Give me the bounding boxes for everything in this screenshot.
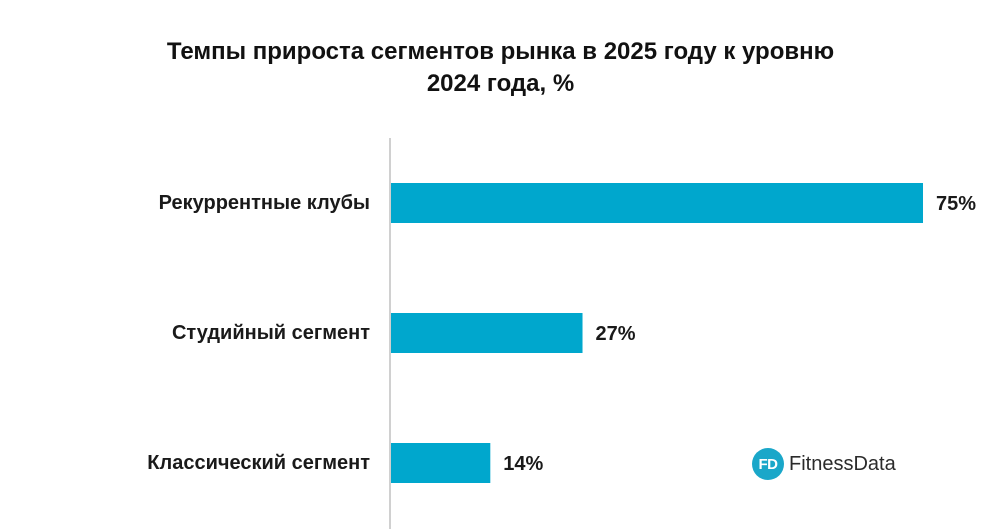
category-label: Классический сегмент <box>147 452 370 474</box>
bar <box>391 183 923 223</box>
logo-badge: FD <box>752 448 784 480</box>
bars-group: Рекуррентные клубы 75% Студийный сегмент 27… <box>147 183 976 483</box>
value-label: 75% <box>936 193 976 215</box>
chart-title-line-2: 2024 года, % <box>426 70 575 97</box>
chart-title-line-1: Темпы прироста сегментов рынка в 2025 го… <box>166 38 835 65</box>
category-label: Студийный сегмент <box>172 322 370 344</box>
category-label: Рекуррентные клубы <box>159 192 370 214</box>
bar <box>391 313 583 353</box>
value-label: 14% <box>503 453 543 475</box>
chart-title: Темпы прироста сегментов рынка в 2025 го… <box>0 36 1001 100</box>
fitnessdata-logo: FD FitnessData <box>752 447 896 481</box>
bar <box>391 443 491 483</box>
value-label: 27% <box>596 323 636 345</box>
logo-name: FitnessData <box>789 452 896 475</box>
